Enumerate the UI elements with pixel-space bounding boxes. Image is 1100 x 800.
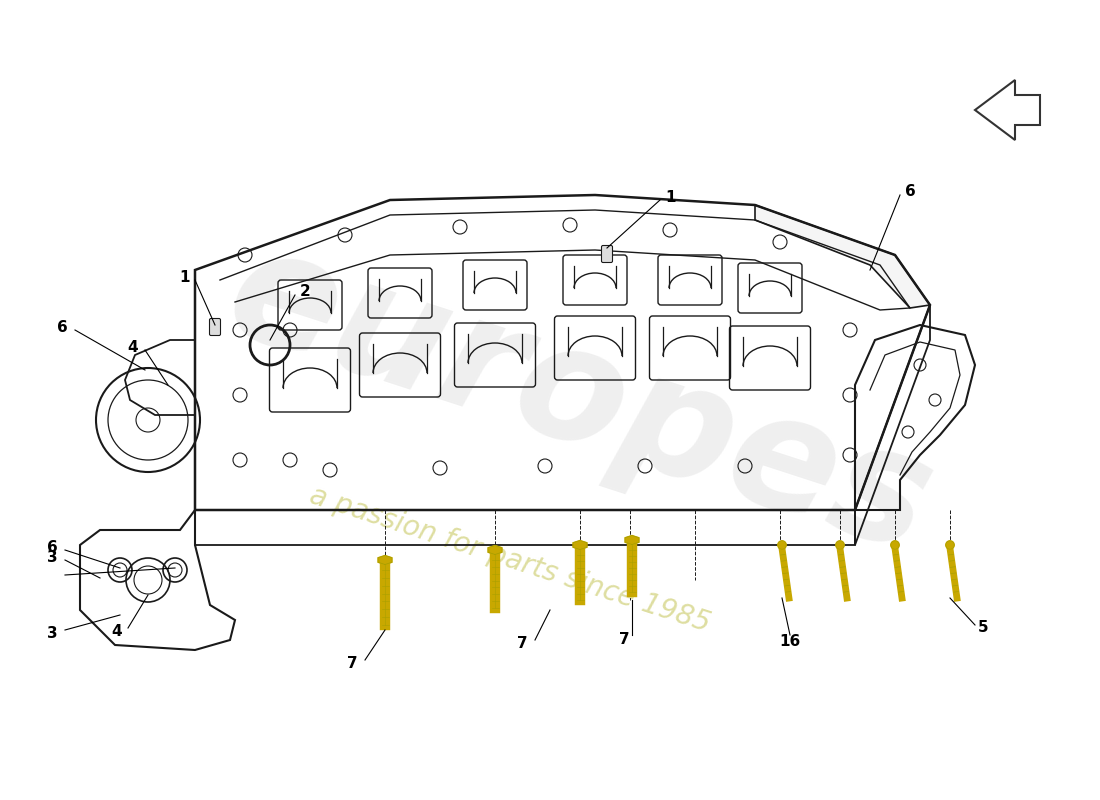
Text: 7: 7: [348, 657, 358, 671]
Text: 6: 6: [47, 539, 58, 554]
Circle shape: [778, 541, 786, 549]
Text: 1: 1: [666, 190, 675, 205]
FancyBboxPatch shape: [602, 246, 613, 262]
Text: 1: 1: [179, 270, 190, 285]
Text: 3: 3: [47, 626, 58, 641]
Polygon shape: [625, 535, 639, 545]
Text: 5: 5: [978, 621, 989, 635]
Text: europes: europes: [210, 214, 950, 586]
Circle shape: [891, 541, 899, 549]
Circle shape: [836, 541, 844, 549]
Text: 2: 2: [300, 285, 310, 299]
Polygon shape: [755, 205, 930, 308]
Text: 7: 7: [517, 637, 528, 651]
Polygon shape: [573, 541, 587, 550]
Text: 6: 6: [57, 319, 68, 334]
FancyBboxPatch shape: [209, 318, 220, 335]
Text: a passion for parts since 1985: a passion for parts since 1985: [306, 482, 714, 638]
Text: 3: 3: [47, 550, 58, 566]
Text: 16: 16: [780, 634, 801, 650]
Text: 4: 4: [128, 339, 138, 354]
Polygon shape: [378, 555, 392, 565]
Text: 6: 6: [905, 185, 915, 199]
Circle shape: [946, 541, 954, 549]
Text: 7: 7: [619, 633, 630, 647]
Polygon shape: [488, 546, 502, 554]
Text: 4: 4: [111, 625, 122, 639]
